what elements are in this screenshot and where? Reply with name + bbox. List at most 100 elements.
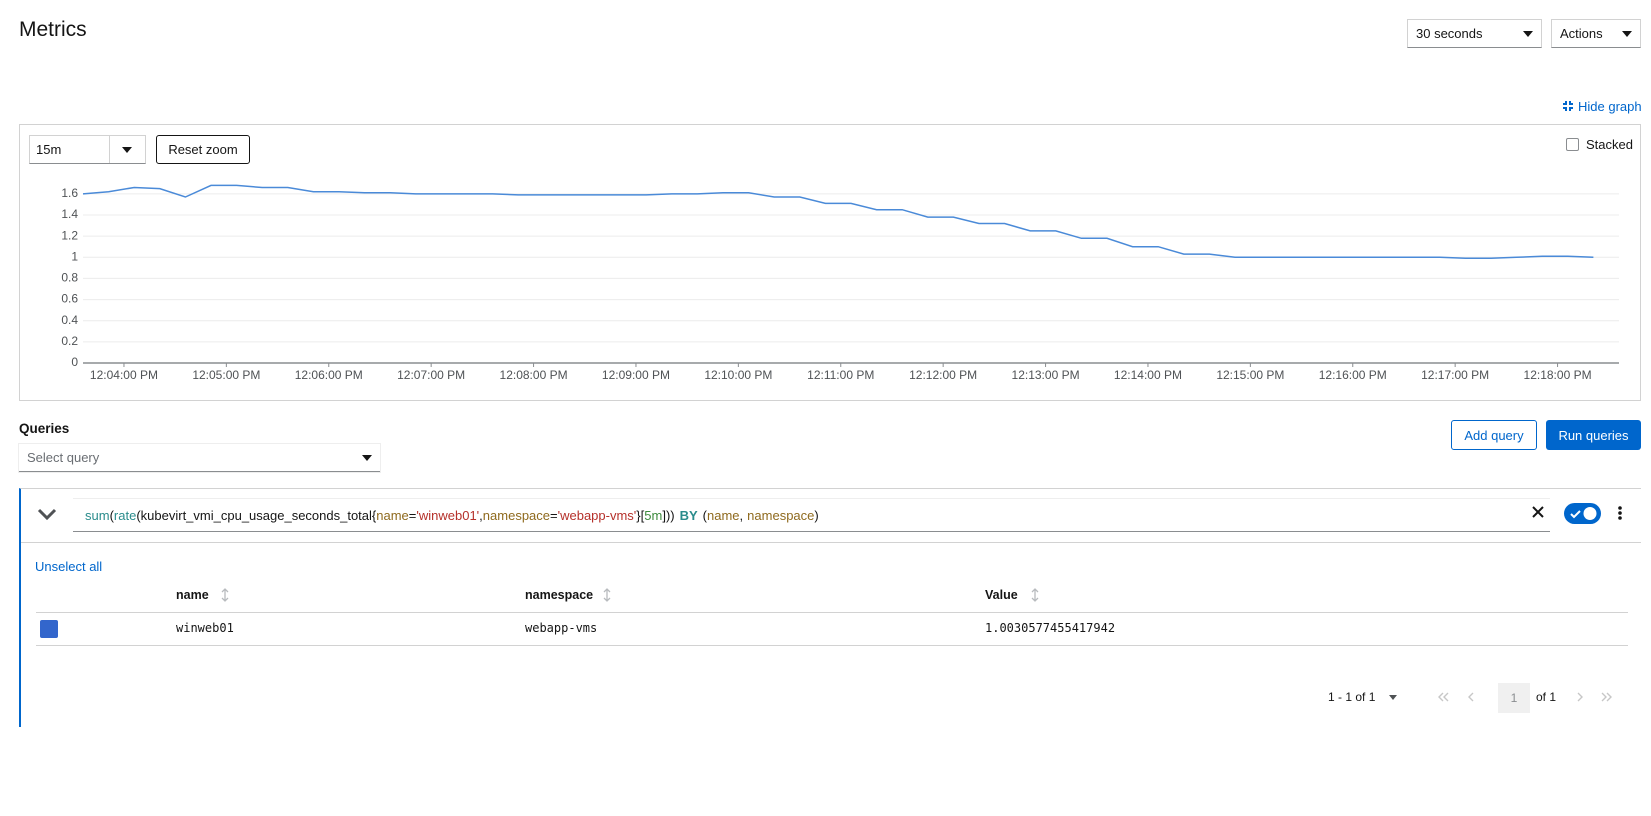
time-range-toggle: [108, 136, 145, 163]
query-token: BY: [679, 507, 698, 523]
query-token: [: [640, 507, 645, 523]
last-page-button[interactable]: [1601, 692, 1613, 702]
query-token: namespace: [747, 507, 815, 523]
collapse-chevron[interactable]: [37, 507, 57, 521]
query-token: (: [109, 507, 114, 523]
query-token: {: [371, 507, 377, 523]
x-tick-label: 12:08:00 PM: [500, 368, 568, 382]
caret-icon: [1523, 30, 1533, 37]
query-token: namespace: [482, 507, 551, 523]
query-panel: [19, 488, 1641, 727]
x-tick-label: 12:11:00 PM: [807, 368, 874, 382]
query-token: kubevirt_vmi_cpu_usage_seconds_total: [140, 507, 372, 523]
query-token: (: [136, 507, 141, 523]
query-token: 'winweb01': [416, 507, 480, 523]
x-tick-label: 12:16:00 PM: [1319, 368, 1387, 382]
run-queries-button[interactable]: Run queries: [1546, 420, 1641, 450]
query-token: ]: [662, 507, 666, 523]
query-token: 5m: [644, 507, 663, 523]
y-tick-label: 0.2: [61, 334, 78, 348]
x-tick-label: 12:18:00 PM: [1524, 368, 1592, 382]
column-header[interactable]: name: [176, 588, 209, 602]
y-tick-label: 0.4: [61, 313, 78, 327]
query-token: rate: [113, 507, 137, 523]
caret-icon: [122, 146, 133, 153]
query-token: ,: [479, 507, 483, 523]
kebab-menu[interactable]: [1617, 505, 1623, 521]
select-query-placeholder: Select query: [27, 450, 100, 465]
y-tick-label: 0: [71, 355, 78, 369]
chart: 0 0.2 0.4 0.6 0.8 1 1.2 1.4 1.6 12:04:00 PM 12:05:…: [61, 184, 1619, 382]
sort-icon[interactable]: [1031, 588, 1039, 602]
x-tick-label: 12:15:00 PM: [1216, 368, 1284, 382]
x-tick-label: 12:12:00 PM: [909, 368, 977, 382]
query-token: name: [707, 507, 740, 523]
actions-dropdown[interactable]: Actions: [1551, 19, 1641, 48]
query-token: (: [702, 507, 708, 523]
unselect-all-link[interactable]: Unselect all: [35, 559, 103, 574]
query-token: ,: [739, 507, 744, 523]
sort-icon[interactable]: [221, 588, 229, 602]
caret-icon: [1622, 30, 1632, 37]
x-tick-label: 12:17:00 PM: [1421, 368, 1489, 382]
column-header[interactable]: namespace: [525, 588, 594, 602]
graph-panel: [19, 124, 1641, 401]
y-tick-label: 0.6: [61, 292, 78, 306]
hide-graph-link[interactable]: Hide graph: [1562, 98, 1642, 114]
x-tick-label: 12:14:00 PM: [1114, 368, 1182, 382]
x-tick-label: 12:09:00 PM: [602, 368, 670, 382]
x-tick-label: 12:13:00 PM: [1012, 368, 1080, 382]
queries-title: Queries: [19, 421, 70, 436]
query-token: name: [376, 507, 409, 523]
actions-label: Actions: [1560, 26, 1603, 41]
table-header-border: [36, 612, 1628, 613]
refresh-value: 30 seconds: [1416, 26, 1483, 41]
series-line: [82, 184, 1594, 260]
add-query-button[interactable]: Add query: [1451, 420, 1537, 450]
table-row-border: [36, 645, 1628, 646]
query-token: 'webapp-vms': [557, 507, 637, 523]
y-tick-label: 1.6: [61, 186, 78, 200]
query-token: =: [408, 507, 417, 523]
caret-icon: [1389, 694, 1398, 700]
reset-zoom-button[interactable]: Reset zoom: [156, 135, 250, 164]
series-swatch[interactable]: [40, 620, 58, 638]
time-range-value: 15m: [36, 142, 62, 157]
page-count: of 1: [1536, 690, 1557, 704]
x-tick-label: 12:07:00 PM: [397, 368, 465, 382]
first-page-button[interactable]: [1437, 692, 1449, 702]
page-input[interactable]: 1: [1498, 683, 1530, 713]
x-tick-label: 12:06:00 PM: [295, 368, 363, 382]
query-input[interactable]: sum(rate(kubevirt_vmi_cpu_usage_seconds_…: [73, 498, 1550, 532]
hide-graph-label: Hide graph: [1578, 98, 1642, 114]
x-tick-label: 12:04:00 PM: [90, 368, 158, 382]
y-tick-label: 1.4: [61, 207, 78, 221]
select-query-dropdown[interactable]: Select query: [19, 444, 380, 472]
next-page-button[interactable]: [1576, 692, 1584, 702]
refresh-dropdown[interactable]: 30 seconds: [1407, 19, 1542, 48]
sort-icon[interactable]: [603, 588, 611, 602]
table-cell: 1.0030577455417942: [985, 621, 1116, 635]
caret-icon: [362, 454, 372, 461]
clear-query-button[interactable]: [1531, 505, 1545, 519]
query-token: }: [636, 507, 641, 523]
time-range-dropdown[interactable]: 15m: [29, 135, 146, 164]
table-cell: webapp-vms: [525, 621, 598, 635]
checkbox-box: [1566, 137, 1579, 151]
per-page-dropdown[interactable]: 1 - 1 of 1: [1328, 690, 1398, 704]
query-token: )): [665, 507, 675, 523]
compress-icon: [1563, 101, 1573, 111]
stacked-checkbox[interactable]: Stacked: [1566, 136, 1646, 152]
pagination-range: 1 - 1 of 1: [1328, 690, 1376, 704]
column-header[interactable]: Value: [985, 588, 1018, 602]
table-cell: winweb01: [176, 621, 234, 635]
query-token: sum: [85, 507, 110, 523]
page-title: Metrics: [19, 18, 87, 41]
query-token: ): [814, 507, 819, 523]
query-enable-toggle[interactable]: [1564, 503, 1601, 524]
previous-page-button[interactable]: [1467, 692, 1475, 702]
x-tick-label: 12:05:00 PM: [192, 368, 260, 382]
